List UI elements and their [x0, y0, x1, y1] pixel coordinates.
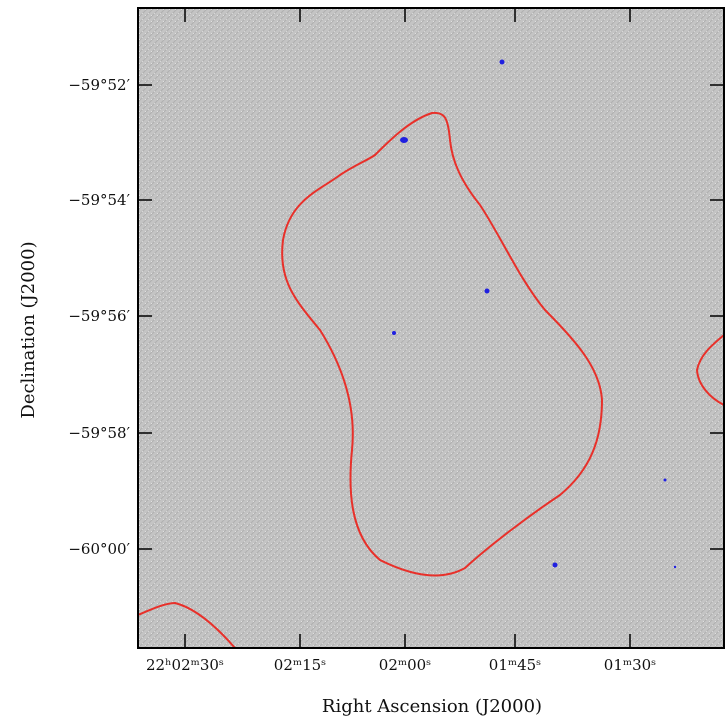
contour	[138, 601, 236, 648]
y-axis-label: Declination (J2000)	[18, 241, 39, 418]
x-tick-label: 02ᵐ15ˢ	[274, 656, 326, 674]
y-tick-label: −59°52′	[68, 76, 130, 94]
source	[499, 59, 505, 65]
contour	[695, 334, 724, 406]
y-tick-label: −59°58′	[68, 424, 130, 442]
x-tick-label: 01ᵐ30ˢ	[604, 656, 656, 674]
source	[392, 331, 396, 335]
ticks	[138, 8, 724, 648]
contour	[281, 111, 604, 577]
overlay	[138, 59, 724, 648]
frame	[137, 7, 725, 649]
y-tick-label: −59°56′	[68, 307, 130, 325]
source	[663, 478, 667, 482]
source	[400, 137, 408, 143]
source	[484, 288, 490, 294]
x-axis-label: Right Ascension (J2000)	[322, 696, 542, 717]
image	[138, 8, 724, 648]
x-tick-label: 02ᵐ00ˢ	[379, 656, 431, 674]
x-tick-label: 01ᵐ45ˢ	[489, 656, 541, 674]
source	[552, 562, 558, 568]
y-tick-label: −60°00′	[68, 540, 130, 558]
source	[673, 565, 677, 569]
y-tick-label: −59°54′	[68, 191, 130, 209]
x-tick-label: 22ʰ02ᵐ30ˢ	[146, 656, 224, 674]
